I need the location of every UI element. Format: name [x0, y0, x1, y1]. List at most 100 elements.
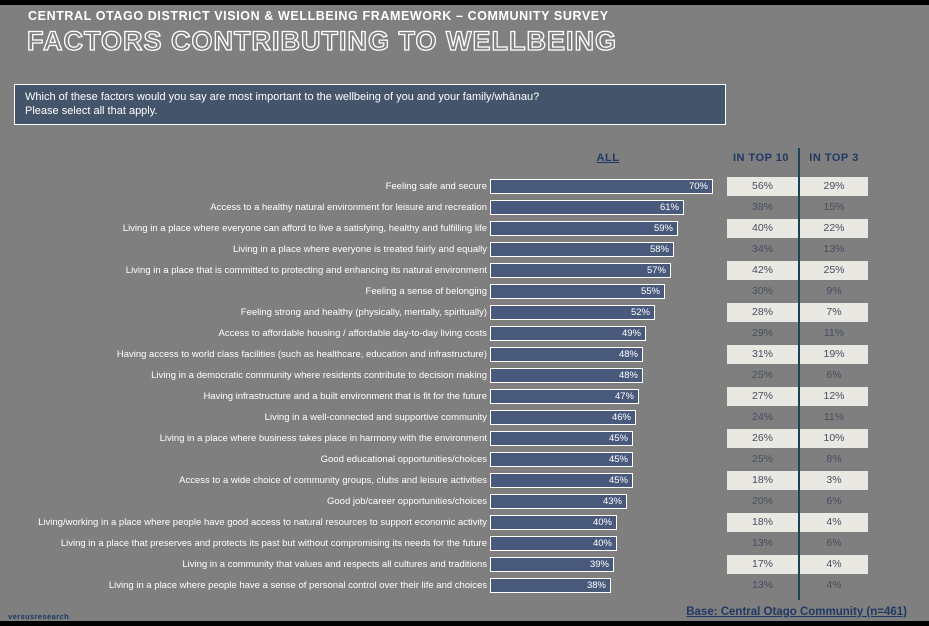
bar-value-label: 48%: [618, 349, 638, 360]
category-label: Access to affordable housing / affordabl…: [218, 328, 487, 339]
all-bar: 52%: [490, 305, 655, 320]
bar-value-label: 45%: [608, 433, 628, 444]
bar-value-label: 39%: [589, 559, 609, 570]
row-cell-highlight: [727, 387, 868, 406]
table-row: Access to affordable housing / affordabl…: [0, 323, 929, 344]
category-label: Access to a wide choice of community gro…: [179, 475, 487, 486]
bar-value-label: 58%: [649, 244, 669, 255]
all-bar: 40%: [490, 515, 617, 530]
table-row: Living in a place where everyone is trea…: [0, 239, 929, 260]
category-label: Good educational opportunities/choices: [320, 454, 487, 465]
top3-value: 8%: [826, 453, 842, 465]
question-text-line1: Which of these factors would you say are…: [25, 91, 540, 103]
row-cell-highlight: [727, 513, 868, 532]
top10-value: 31%: [751, 348, 773, 360]
row-cell-highlight: [727, 345, 868, 364]
top3-value: 11%: [823, 327, 845, 339]
top10-value: 13%: [751, 537, 773, 549]
column-divider-line: [798, 148, 800, 600]
top10-value: 30%: [751, 285, 773, 297]
top3-value: 12%: [823, 390, 845, 402]
top3-value: 6%: [826, 495, 842, 507]
all-bar: 39%: [490, 557, 614, 572]
row-cell-highlight: [727, 177, 868, 196]
table-row: Good educational opportunities/choices 45…: [0, 449, 929, 470]
table-row: Good job/career opportunities/choices 43%…: [0, 491, 929, 512]
table-row: Living in a democratic community where r…: [0, 365, 929, 386]
top3-value: 15%: [823, 201, 845, 213]
table-row: Having access to world class facilities …: [0, 344, 929, 365]
top10-value: 38%: [751, 201, 773, 213]
bar-value-label: 55%: [640, 286, 660, 297]
all-bar: 49%: [490, 326, 646, 341]
bar-value-label: 47%: [614, 391, 634, 402]
top3-value: 13%: [823, 243, 845, 255]
category-label: Having infrastructure and a built enviro…: [203, 391, 487, 402]
bottom-border-strip: [0, 621, 929, 626]
bar-value-label: 45%: [608, 454, 628, 465]
base-note: Base: Central Otago Community (n=461): [686, 606, 907, 618]
row-cell-highlight: [727, 261, 868, 280]
category-label: Living/working in a place where people h…: [38, 517, 487, 528]
top10-value: 42%: [751, 264, 773, 276]
top3-value: 29%: [823, 180, 845, 192]
top3-value: 4%: [826, 579, 842, 591]
top3-value: 22%: [823, 222, 845, 234]
table-row: Living in a community that values and re…: [0, 554, 929, 575]
row-cell-highlight: [727, 471, 868, 490]
top10-value: 25%: [751, 453, 773, 465]
category-label: Access to a healthy natural environment …: [210, 202, 487, 213]
bar-value-label: 59%: [653, 223, 673, 234]
column-header-top10: IN TOP 10: [732, 152, 790, 164]
all-bar: 45%: [490, 473, 633, 488]
top10-value: 28%: [751, 306, 773, 318]
table-row: Access to a wide choice of community gro…: [0, 470, 929, 491]
table-row: Living in a place where everyone can aff…: [0, 218, 929, 239]
all-bar: 59%: [490, 221, 678, 236]
category-label: Living in a place where everyone can aff…: [122, 223, 487, 234]
top3-value: 6%: [826, 537, 842, 549]
bar-value-label: 40%: [592, 538, 612, 549]
category-label: Living in a democratic community where r…: [151, 370, 487, 381]
category-label: Feeling strong and healthy (physically, …: [240, 307, 487, 318]
all-bar: 55%: [490, 284, 665, 299]
category-label: Good job/career opportunities/choices: [326, 496, 487, 507]
top10-value: 56%: [751, 180, 773, 192]
bar-value-label: 43%: [602, 496, 622, 507]
all-bar: 58%: [490, 242, 674, 257]
row-cell-highlight: [727, 303, 868, 322]
bar-value-label: 38%: [586, 580, 606, 591]
all-bar: 45%: [490, 452, 633, 467]
top3-value: 11%: [823, 411, 845, 423]
row-cell-highlight: [727, 219, 868, 238]
all-bar: 61%: [490, 200, 684, 215]
bar-value-label: 49%: [621, 328, 641, 339]
all-bar: 38%: [490, 578, 611, 593]
category-label: Living in a place that preserves and pro…: [60, 538, 487, 549]
table-row: Living in a well-connected and supportiv…: [0, 407, 929, 428]
top-border-strip: [0, 0, 929, 5]
top10-value: 25%: [751, 369, 773, 381]
bar-value-label: 46%: [611, 412, 631, 423]
table-row: Living in a place that is committed to p…: [0, 260, 929, 281]
question-box: Which of these factors would you say are…: [14, 84, 726, 125]
category-label: Feeling safe and secure: [385, 181, 487, 192]
table-row: Having infrastructure and a built enviro…: [0, 386, 929, 407]
all-bar: 70%: [490, 179, 713, 194]
top3-value: 25%: [823, 264, 845, 276]
top3-value: 3%: [826, 474, 842, 486]
top10-value: 27%: [751, 390, 773, 402]
all-bar: 57%: [490, 263, 671, 278]
survey-eyebrow-title: CENTRAL OTAGO DISTRICT VISION & WELLBEIN…: [28, 9, 609, 23]
top3-value: 7%: [826, 306, 842, 318]
research-company-logo: versusresearch: [8, 612, 70, 621]
bar-value-label: 61%: [659, 202, 679, 213]
all-bar: 47%: [490, 389, 639, 404]
bar-value-label: 48%: [618, 370, 638, 381]
all-bar: 43%: [490, 494, 627, 509]
question-text-line2: Please select all that apply.: [25, 105, 158, 117]
top3-value: 6%: [826, 369, 842, 381]
all-bar: 48%: [490, 347, 643, 362]
table-row: Access to a healthy natural environment …: [0, 197, 929, 218]
